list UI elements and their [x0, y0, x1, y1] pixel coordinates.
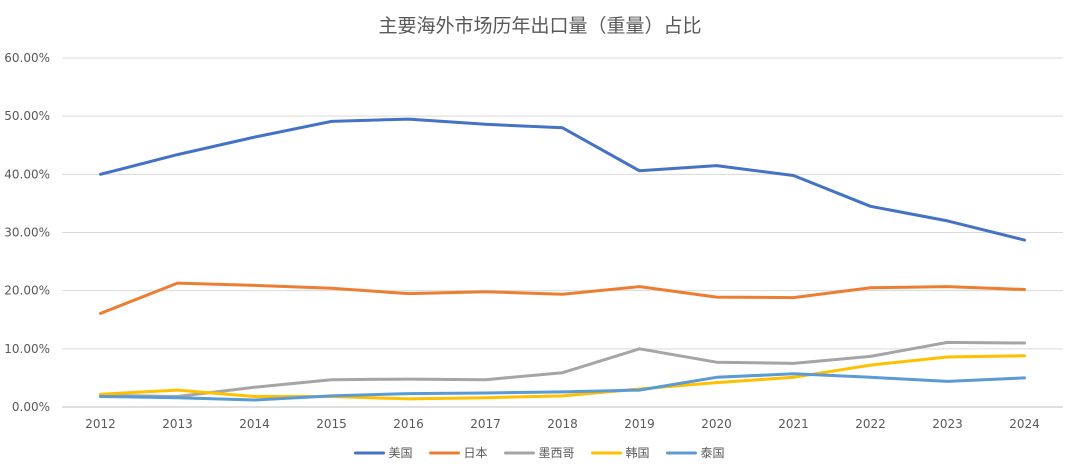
legend-item: 韩国	[591, 445, 650, 460]
x-tick-label: 2013	[162, 417, 193, 431]
x-tick-label: 2022	[855, 417, 886, 431]
series-line	[99, 281, 1026, 315]
x-tick-label: 2014	[239, 417, 270, 431]
series-line	[99, 340, 1026, 398]
legend: 美国 日本 墨西哥 韩国 泰国	[354, 445, 725, 460]
legend-item: 日本	[429, 446, 488, 460]
legend-label: 美国	[389, 446, 413, 460]
legend-label: 泰国	[701, 446, 725, 460]
legend-label: 日本	[464, 446, 488, 460]
y-tick-label: 10.00%	[4, 342, 50, 356]
x-tick-label: 2021	[778, 417, 809, 431]
x-axis-ticks: 2012 2013 2014 2015 2016 2017 2018 2019 2020 2021…	[85, 417, 1040, 431]
series-line	[99, 372, 1026, 402]
chart-title: 主要海外市场历年出口量（重量）占比	[378, 15, 701, 37]
x-tick-label: 2020	[701, 417, 732, 431]
x-tick-label: 2012	[85, 417, 116, 431]
x-tick-label: 2023	[932, 417, 963, 431]
legend-item: 美国	[354, 446, 413, 460]
y-tick-label: 20.00%	[4, 284, 50, 298]
legend-label: 韩国	[626, 445, 650, 460]
y-tick-label: 0.00%	[12, 400, 50, 414]
x-tick-label: 2018	[547, 417, 578, 431]
series-lines	[99, 117, 1026, 402]
x-tick-label: 2015	[316, 417, 347, 431]
y-tick-label: 40.00%	[4, 167, 50, 181]
x-tick-label: 2016	[393, 417, 424, 431]
x-tick-label: 2017	[470, 417, 501, 431]
y-tick-label: 30.00%	[4, 226, 50, 240]
x-tick-label: 2024	[1009, 417, 1040, 431]
y-tick-label: 60.00%	[4, 51, 50, 65]
y-axis-ticks: 0.00% 10.00% 20.00% 30.00% 40.00% 50.00% 60.00…	[4, 51, 50, 414]
legend-label: 墨西哥	[539, 446, 575, 460]
legend-item: 泰国	[666, 446, 725, 460]
gridlines	[62, 57, 1063, 408]
series-line	[99, 117, 1026, 242]
y-tick-label: 50.00%	[4, 109, 50, 123]
x-tick-label: 2019	[624, 417, 655, 431]
legend-item: 墨西哥	[504, 446, 575, 460]
series-line	[99, 354, 1026, 401]
